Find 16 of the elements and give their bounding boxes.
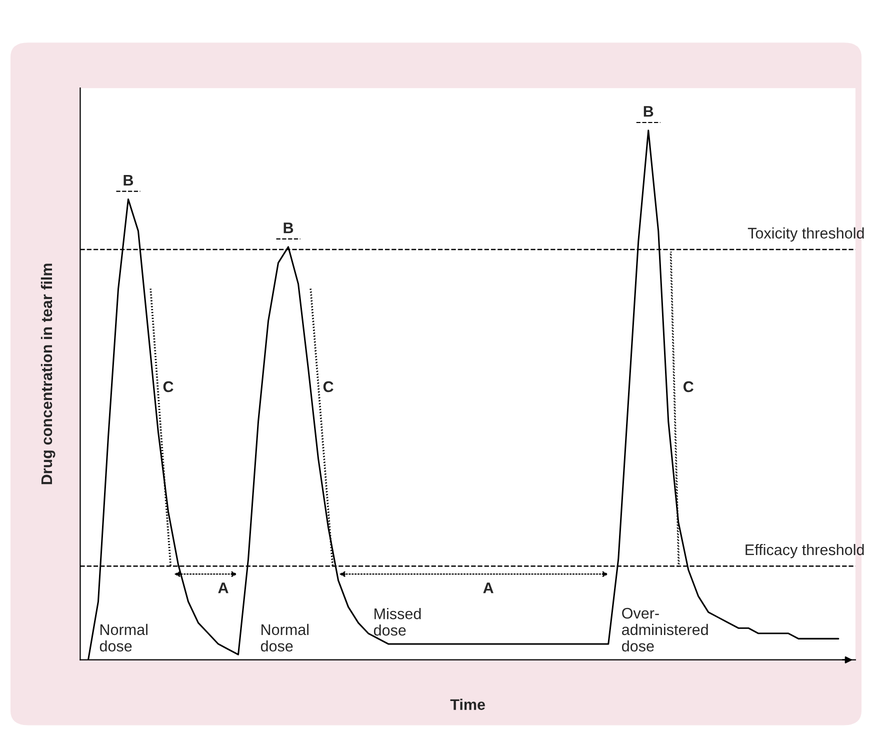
annotation: Over- administered dose [622, 608, 708, 652]
annotation: C [323, 381, 334, 392]
annotation: C [684, 381, 694, 392]
annotation: C [163, 381, 174, 392]
annotation: Normal dose [100, 624, 148, 652]
ref-line-label: Efficacy threshold [746, 544, 864, 558]
x-axis-title: Time [450, 698, 486, 710]
ref-line-label: Toxicity threshold [748, 227, 864, 242]
y-axis-title: Drug concentration in tear film [40, 264, 56, 484]
annotation: Normal dose [260, 624, 308, 652]
annotation: A [218, 582, 228, 594]
annotation: B [284, 222, 294, 234]
annotation: A [483, 582, 494, 594]
annotation: B [124, 174, 134, 186]
text: B [644, 106, 654, 117]
annotation: Missed dose [374, 608, 421, 636]
